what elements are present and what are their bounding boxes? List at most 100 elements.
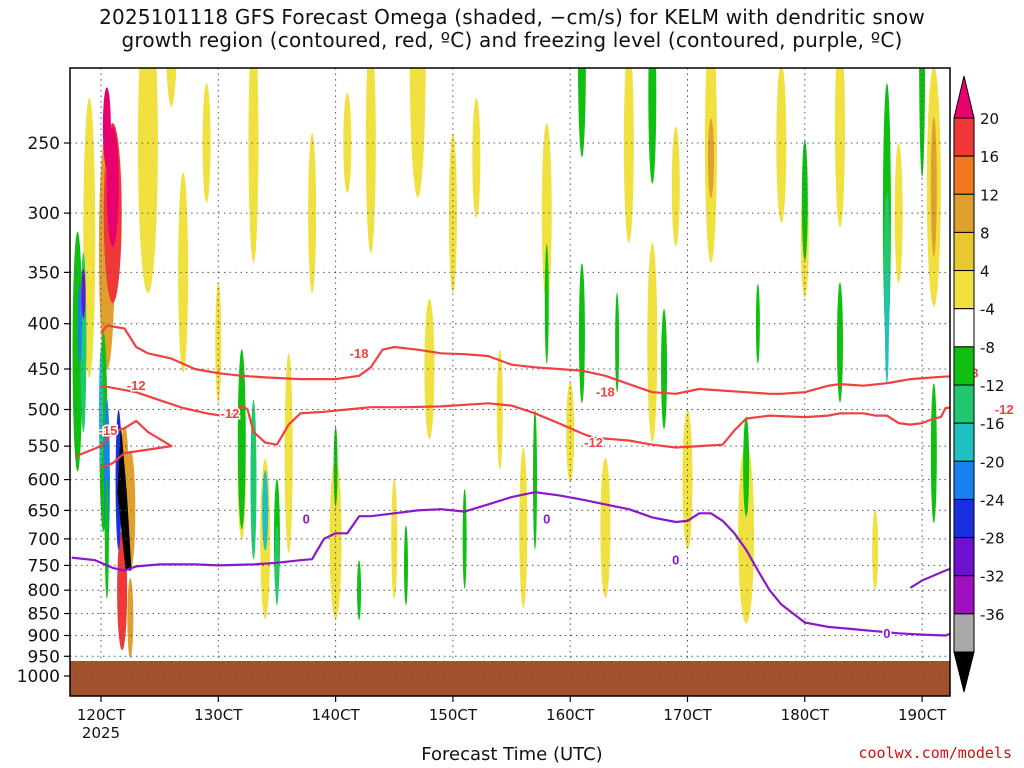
- y-tick-label: 550: [28, 437, 60, 457]
- temperature-contours: [71, 324, 950, 637]
- x-tick-label: 130CT: [194, 706, 243, 724]
- chart-title-line-2: growth region (contoured, red, ºC) and f…: [121, 28, 903, 52]
- downward-motion-shade: [533, 409, 538, 550]
- colorbar-swatch: [953, 346, 975, 386]
- downward-motion-shade: [544, 243, 549, 364]
- colorbar-label: -24: [980, 491, 1005, 509]
- colorbar-swatch: [953, 117, 975, 157]
- upward-motion-shade: [977, 153, 985, 273]
- upward-motion-shade: [343, 93, 352, 193]
- contour-line: [909, 567, 950, 589]
- credit-link[interactable]: coolwx.com/models: [858, 744, 1012, 762]
- colorbar-label: 20: [980, 110, 999, 128]
- upward-motion-shade: [329, 458, 342, 619]
- chart-title: 2025101118 GFS Forecast Omega (shaded, −…: [0, 6, 1024, 52]
- colorbar-label: -12: [980, 377, 1005, 395]
- contour-label: 0: [883, 626, 890, 641]
- colorbar-label: -28: [980, 530, 1005, 548]
- upward-motion-shade: [102, 87, 111, 168]
- colorbar-label: -16: [980, 415, 1005, 433]
- colorbar-label: -32: [980, 568, 1005, 586]
- upward-motion-shade: [998, 78, 1010, 238]
- downward-motion-shade: [578, 263, 585, 404]
- colorbar-swatch: [953, 193, 975, 233]
- colorbar-swatch: [953, 231, 975, 272]
- colorbar-bottom-arrow: [953, 651, 975, 693]
- y-tick-label: 400: [28, 315, 60, 335]
- downward-motion-shade: [743, 416, 750, 517]
- upward-motion-shade: [519, 447, 528, 608]
- x-tick-label: 180CT: [781, 706, 830, 724]
- downward-motion-shade: [979, 319, 983, 419]
- upward-motion-shade: [930, 116, 937, 257]
- upward-motion-shade: [894, 143, 903, 284]
- contour-line: [71, 491, 950, 637]
- upward-motion-shade: [600, 457, 611, 598]
- downward-motion-shade: [615, 292, 620, 393]
- colorbar-swatch: [953, 270, 975, 310]
- downward-motion-shade: [274, 525, 279, 606]
- y-tick-label: 250: [28, 134, 60, 154]
- colorbar-label: 16: [980, 148, 999, 166]
- y-tick-label: 850: [28, 605, 60, 625]
- downward-motion-shade: [104, 478, 109, 599]
- colorbar-swatch: [953, 155, 975, 195]
- upward-motion-shade: [83, 97, 96, 378]
- downward-motion-shade: [81, 268, 86, 319]
- y-tick-label: 950: [28, 647, 60, 667]
- upward-motion-shade: [623, 68, 634, 243]
- upward-motion-shade: [448, 133, 457, 294]
- upward-motion-shade: [178, 172, 189, 373]
- ground-surface: [70, 661, 950, 696]
- x-year-label: 2025: [82, 724, 120, 742]
- upward-motion-shade: [127, 578, 134, 659]
- x-tick-label: 170CT: [663, 706, 712, 724]
- y-tick-label: 300: [28, 204, 60, 224]
- downward-motion-shade: [237, 349, 246, 530]
- y-tick-label: 900: [28, 626, 60, 646]
- strong-descent-core: [117, 424, 132, 571]
- upward-motion-shade: [541, 123, 552, 304]
- colorbar-swatch: [953, 460, 975, 500]
- upward-motion-shade: [248, 68, 259, 263]
- upward-motion-shade: [365, 68, 376, 253]
- downward-motion-shade: [884, 263, 889, 384]
- upward-motion-shade: [872, 509, 879, 590]
- upward-motion-shade: [472, 98, 481, 219]
- upward-motion-shade: [682, 409, 693, 550]
- plot-frame: [69, 67, 951, 697]
- chart-title-line-1: 2025101118 GFS Forecast Omega (shaded, −…: [99, 5, 925, 29]
- downward-motion-shade: [357, 560, 362, 621]
- downward-motion-shade: [648, 68, 657, 184]
- contour-label: -18: [350, 346, 369, 361]
- contour-label: -12: [127, 378, 146, 393]
- contour-label: 0: [303, 512, 310, 527]
- grid-lines: [70, 68, 950, 677]
- contour-label: -12: [584, 435, 603, 450]
- y-tick-label: 450: [28, 360, 60, 380]
- colorbar-swatch: [953, 422, 975, 462]
- downward-motion-shade: [77, 283, 82, 364]
- y-tick-label: 800: [28, 581, 60, 601]
- downward-motion-shade: [930, 383, 937, 524]
- colorbar-swatch: [953, 575, 975, 615]
- colorbar-swatch: [953, 308, 975, 348]
- x-axis-label: Forecast Time (UTC): [421, 744, 603, 765]
- colorbar-top-arrow: [953, 75, 975, 119]
- contour-line: [100, 324, 950, 395]
- upward-motion-shade: [707, 118, 714, 199]
- x-tick-label: 140CT: [311, 706, 360, 724]
- contour-label: 0: [672, 553, 679, 568]
- downward-motion-shade: [462, 488, 467, 589]
- omega-shading: [72, 68, 1010, 659]
- y-tick-label: 750: [28, 556, 60, 576]
- contour-label: -18: [596, 385, 615, 400]
- downward-motion-shade: [577, 68, 586, 158]
- colorbar-label: -20: [980, 453, 1005, 471]
- upward-motion-shade: [409, 68, 426, 198]
- y-tick-label: 350: [28, 263, 60, 283]
- y-tick-label: 1000: [17, 667, 60, 687]
- contour-label: -12: [221, 406, 240, 421]
